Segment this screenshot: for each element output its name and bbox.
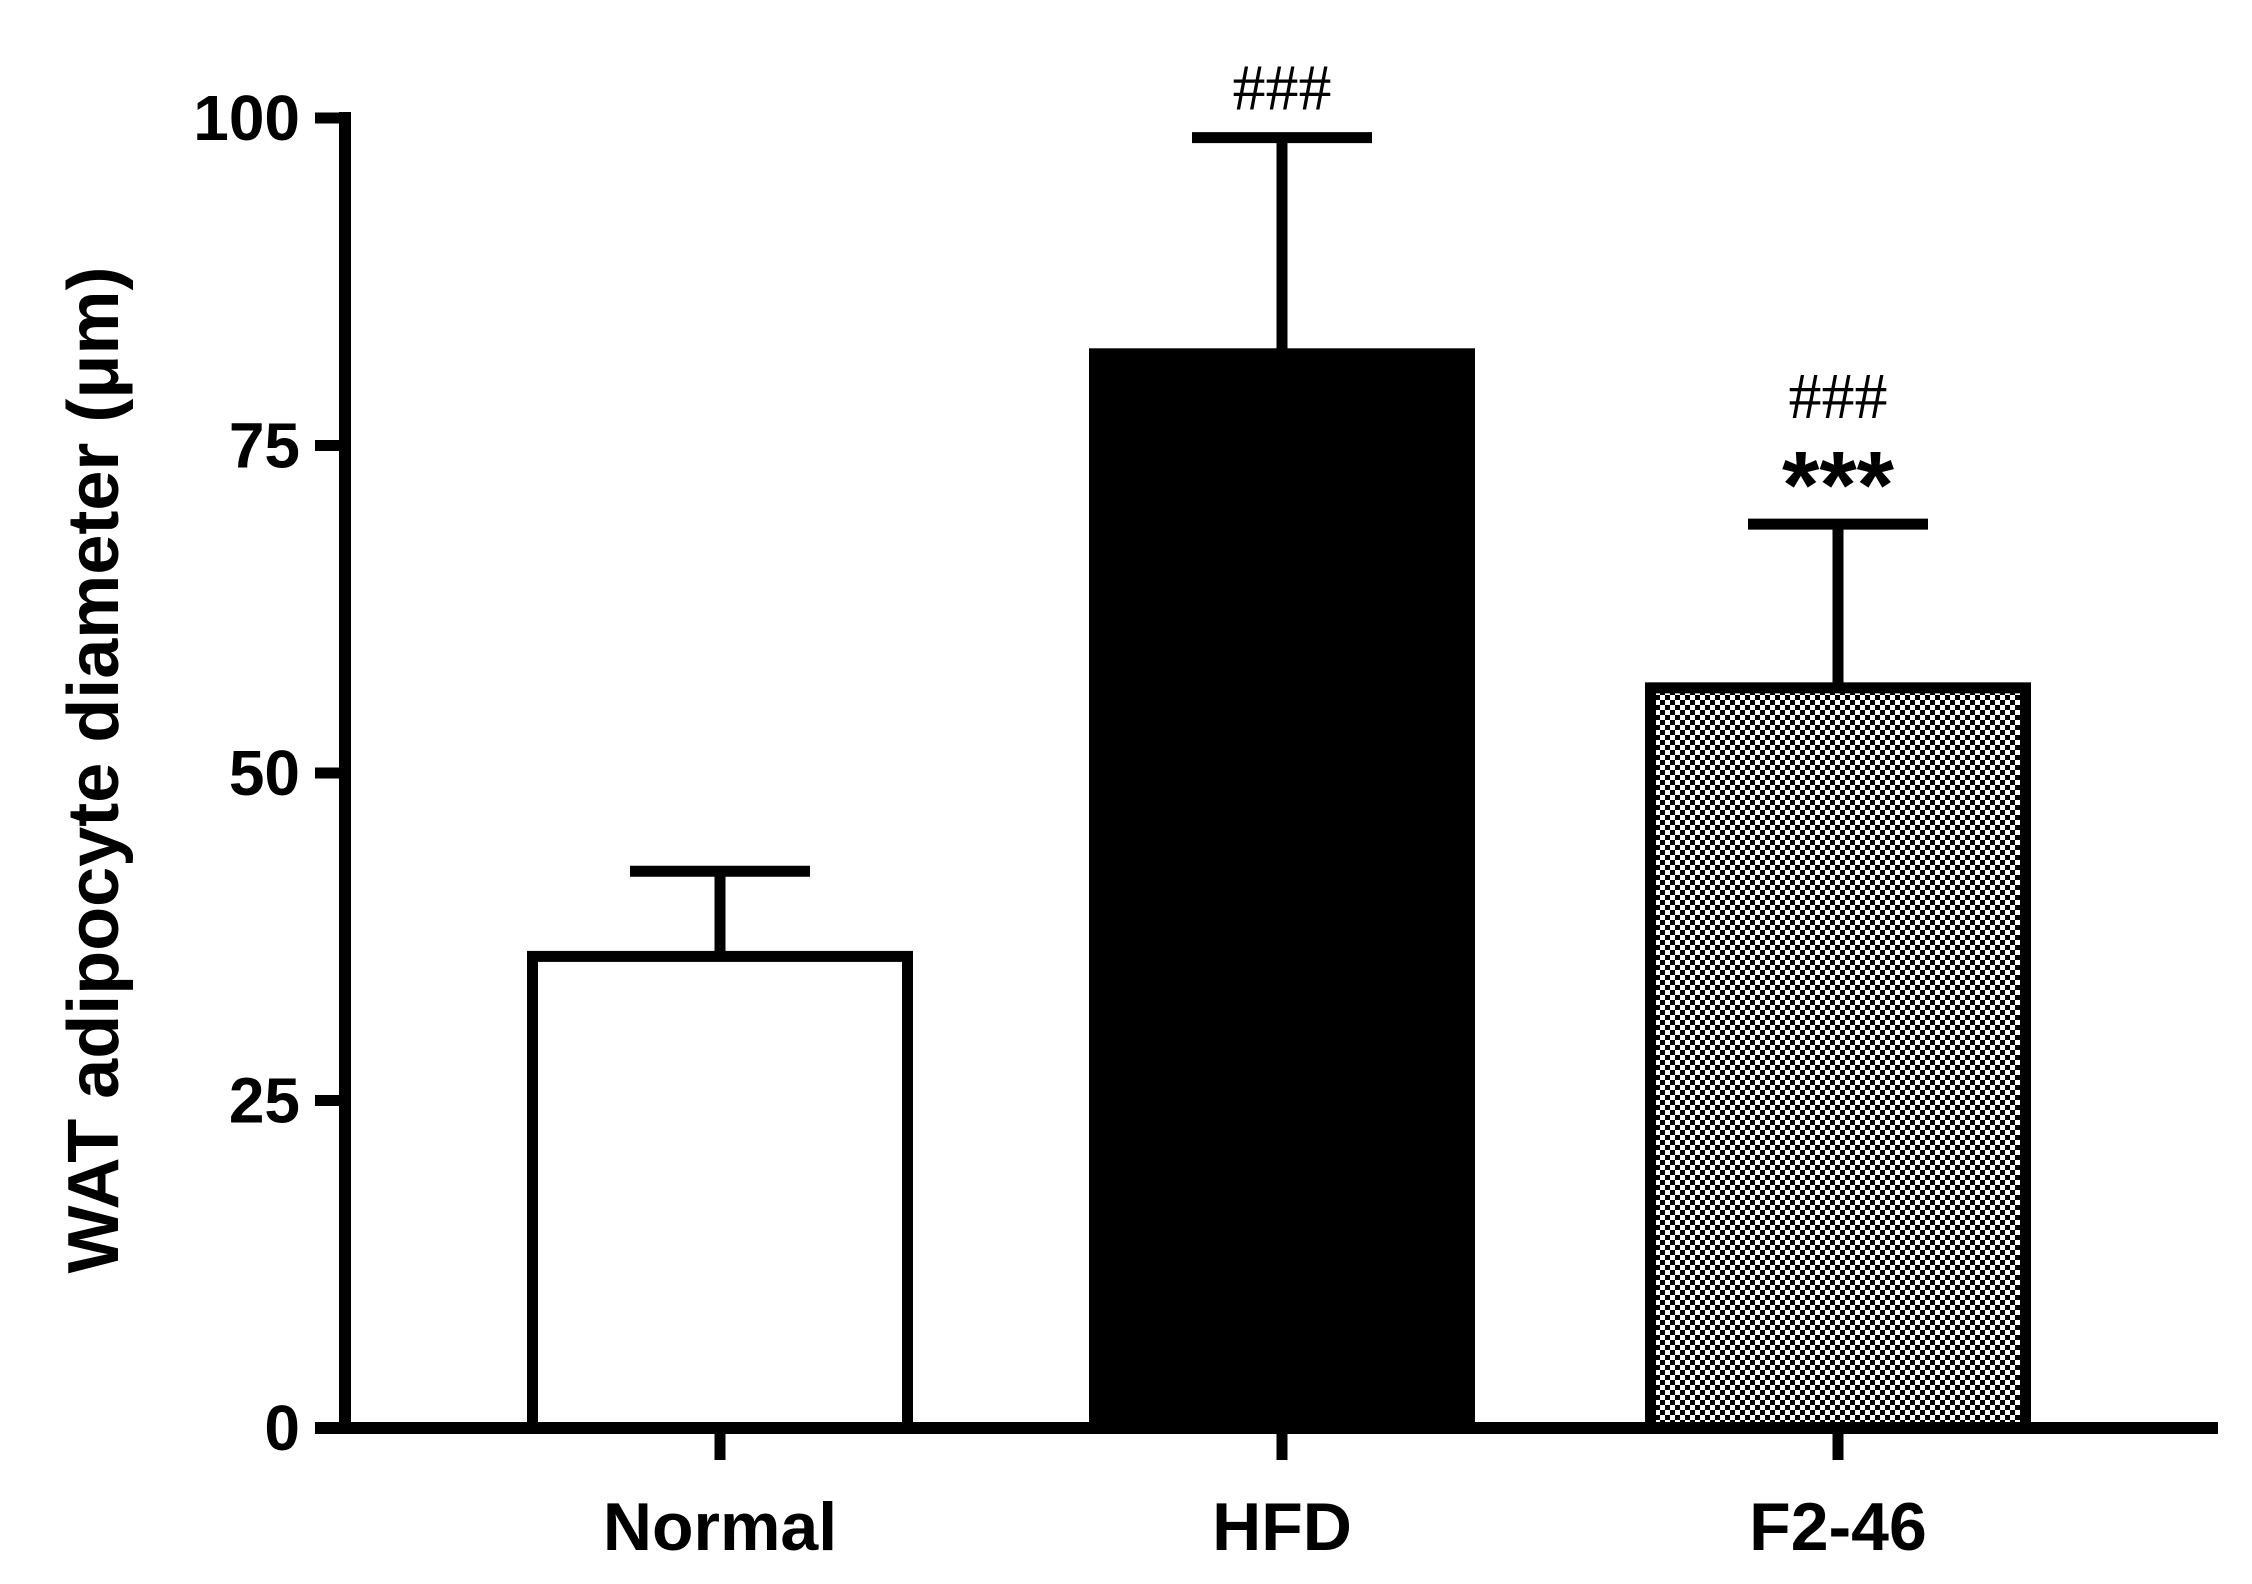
bar-f2-46 xyxy=(1645,682,2031,1434)
x-tick-label: Normal xyxy=(603,1489,837,1565)
y-tick-label: 50 xyxy=(229,737,300,809)
bar-normal xyxy=(527,950,913,1434)
bar-hfd xyxy=(1089,348,1475,1434)
bars-layer xyxy=(527,132,2031,1434)
significance-hashes: ### xyxy=(1789,360,1888,433)
x-tick-label: HFD xyxy=(1212,1489,1352,1565)
y-axis-title: WAT adipocyte diameter (μm) xyxy=(54,267,134,1274)
y-tick-label: 0 xyxy=(264,1392,300,1464)
significance-stars: *** xyxy=(1782,432,1895,539)
significance-hashes: ### xyxy=(1233,52,1332,125)
axes-layer xyxy=(315,112,2218,1460)
y-tick-label: 25 xyxy=(229,1065,300,1137)
x-tick-label: F2-46 xyxy=(1749,1489,1927,1565)
y-tick-label: 100 xyxy=(193,82,300,154)
y-tick-label: 75 xyxy=(229,410,300,482)
